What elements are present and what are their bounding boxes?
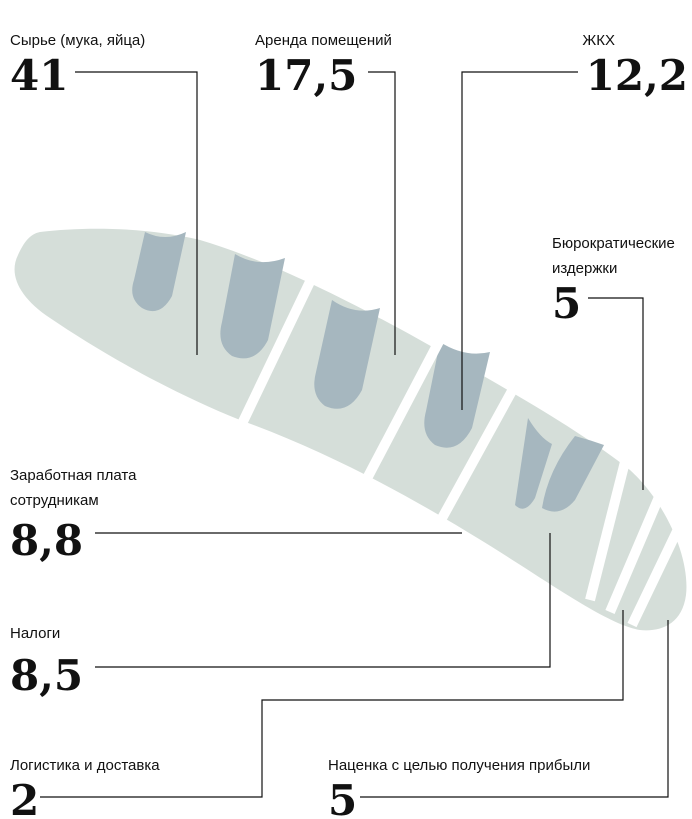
item-value: 5 — [552, 279, 581, 328]
baguette — [14, 228, 687, 631]
item-label: Аренда помещений — [255, 32, 392, 49]
item-label: сотрудникам — [10, 492, 99, 509]
item-label: Логистика и доставка — [10, 757, 160, 774]
item-value: 5 — [328, 776, 357, 819]
scores — [132, 232, 604, 512]
slice-gaps — [233, 262, 685, 628]
leader-lines — [40, 71, 669, 798]
item-value: 12,2 — [586, 51, 688, 100]
item-label: Бюрократические — [552, 235, 675, 252]
item-label: издержки — [552, 260, 617, 277]
item-value: 2 — [10, 776, 39, 819]
item-value: 41 — [10, 51, 68, 100]
labels: Сырье (мука, яйца) 41 Аренда помещений 17,5… — [10, 32, 688, 819]
item-label: ЖКХ — [582, 32, 615, 49]
item-value: 17,5 — [255, 51, 357, 100]
item-label: Наценка с целью получения прибыли — [328, 757, 590, 774]
item-value: 8,5 — [10, 651, 83, 700]
item-label: Налоги — [10, 625, 60, 642]
baguette-body — [14, 228, 687, 631]
item-value: 8,8 — [10, 516, 83, 565]
item-label: Сырье (мука, яйца) — [10, 32, 145, 49]
item-label: Заработная плата — [10, 467, 137, 484]
